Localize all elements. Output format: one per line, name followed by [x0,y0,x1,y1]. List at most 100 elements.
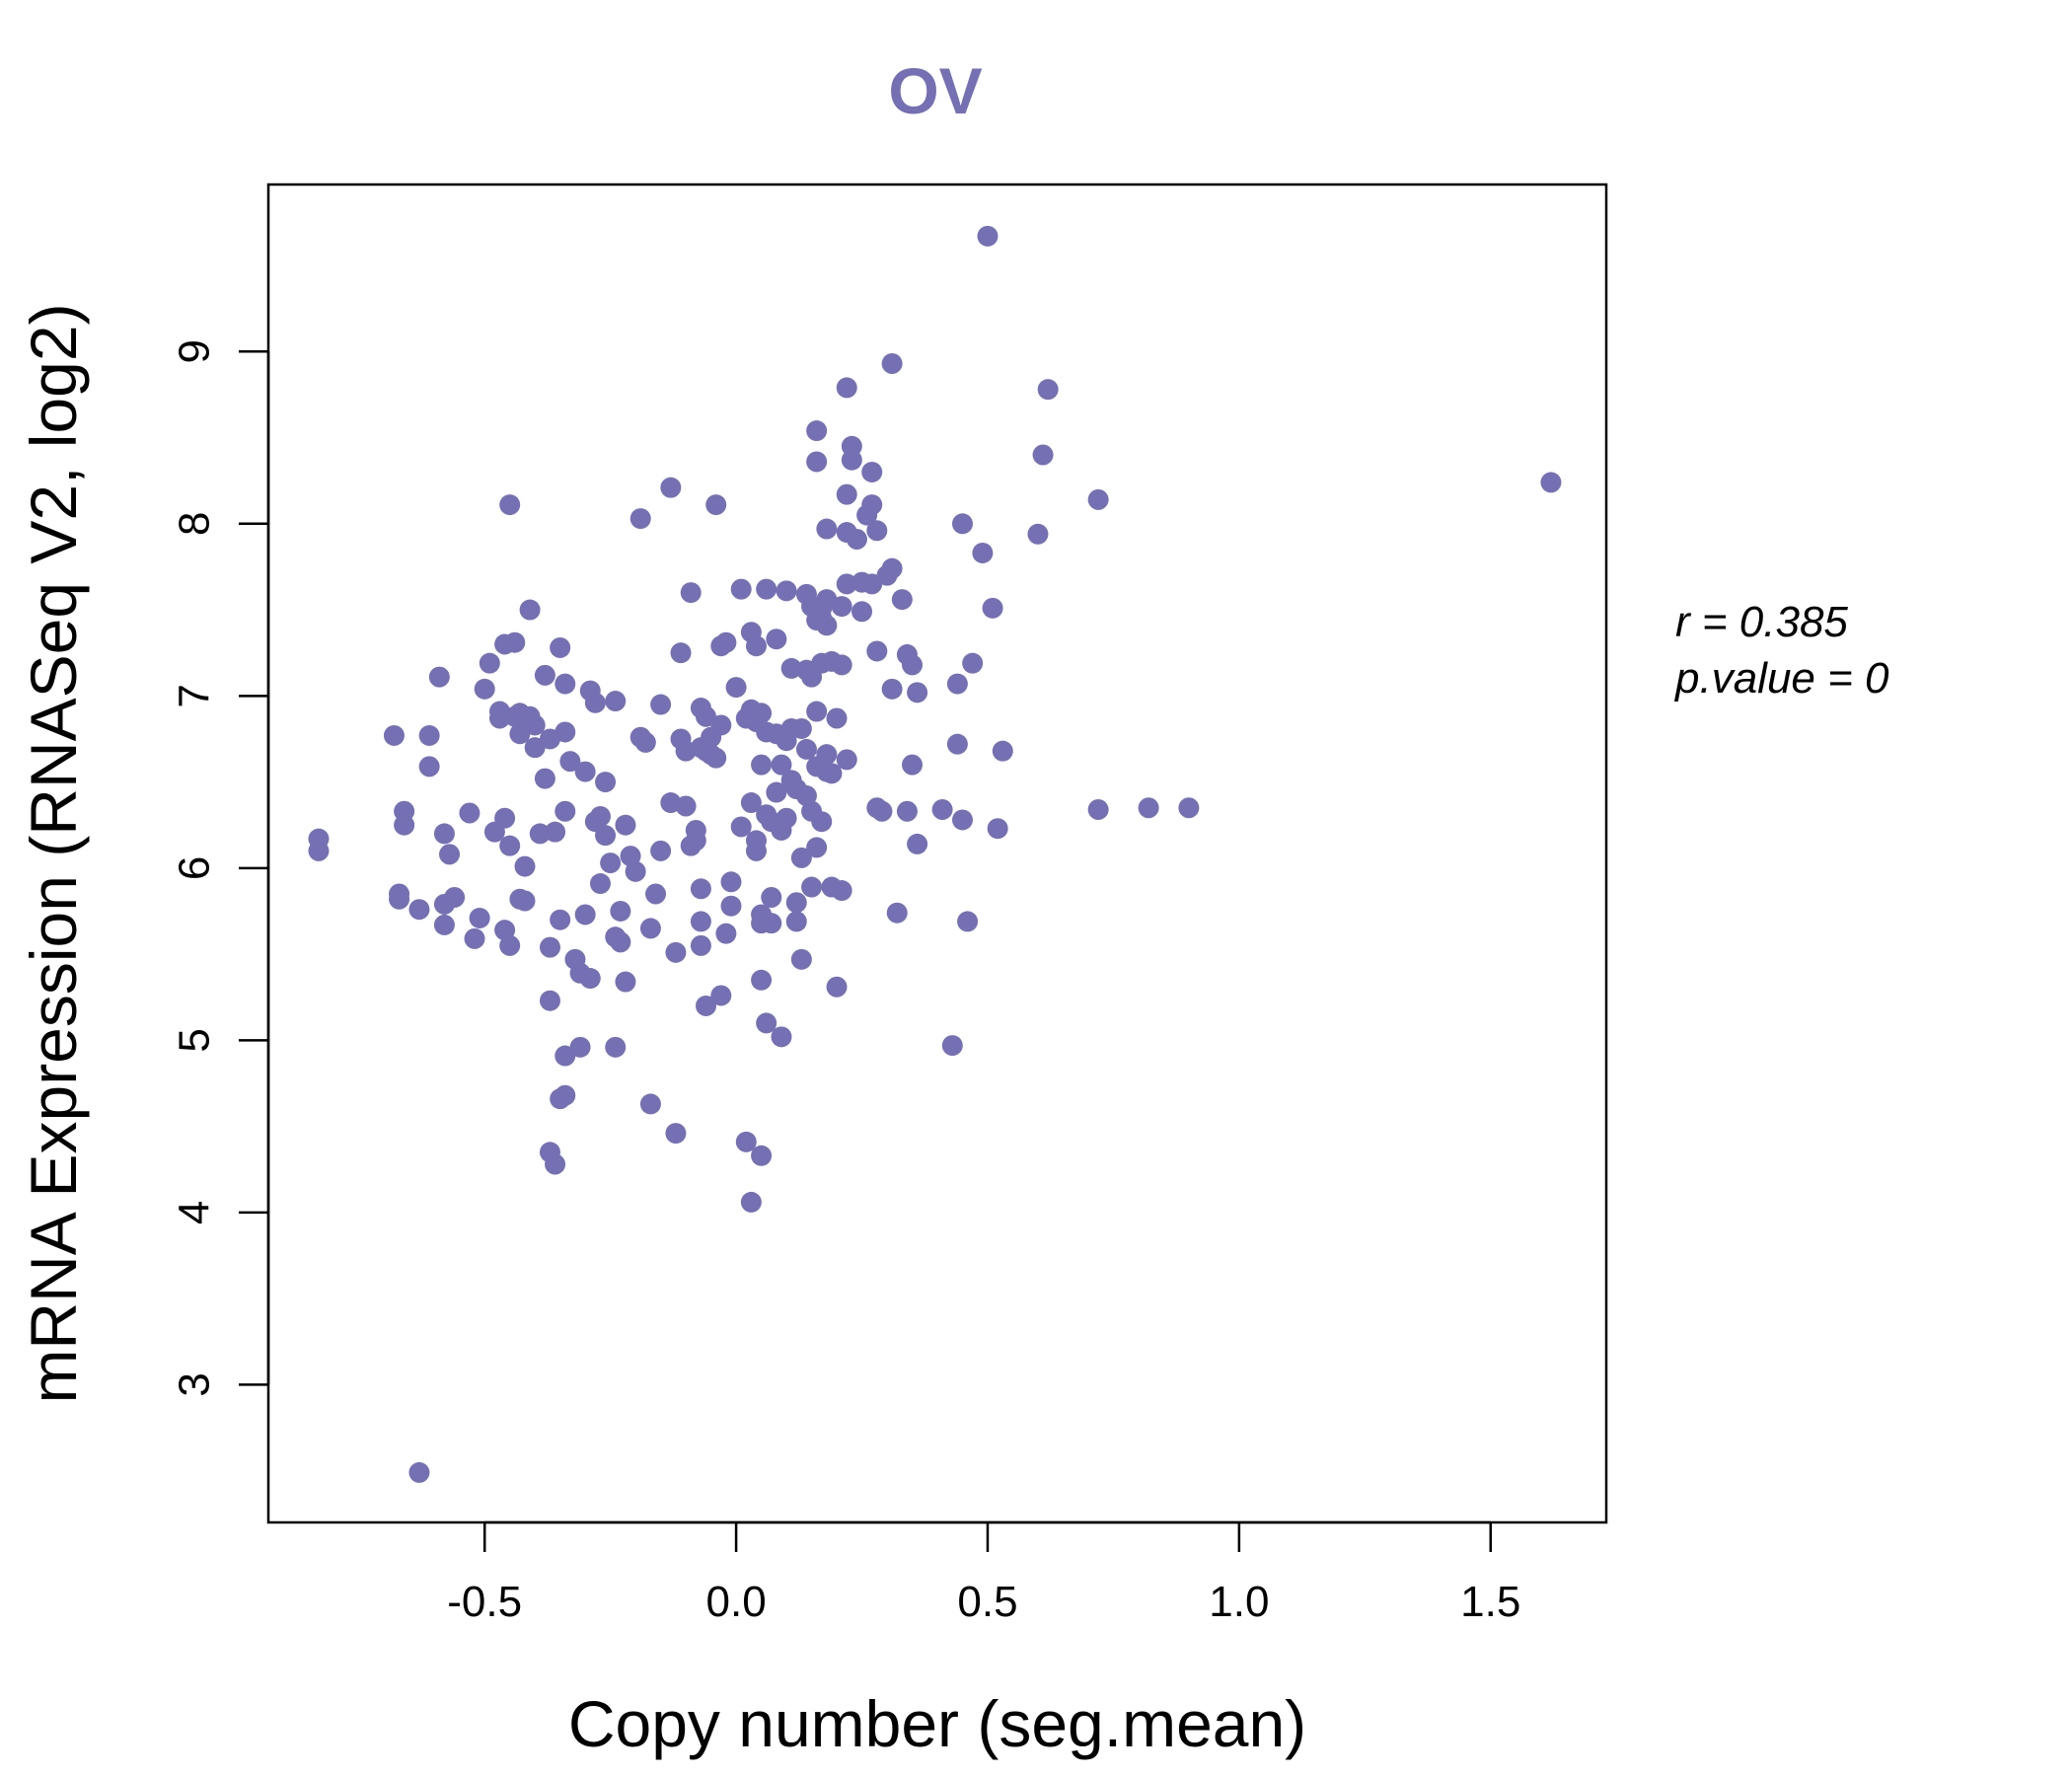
data-point [977,225,999,247]
data-point [841,449,862,471]
data-point [705,494,727,516]
y-tick-label: 7 [171,684,219,707]
data-point [851,601,873,623]
data-point [725,677,747,699]
data-point [881,557,903,579]
data-point [866,520,888,542]
data-point [902,654,924,676]
data-point [550,909,571,930]
data-point [881,678,903,700]
data-point [383,724,405,746]
data-point [474,678,495,700]
data-point [1138,797,1159,819]
y-tick-label: 4 [171,1201,219,1224]
data-point [730,816,752,838]
data-point [534,664,555,686]
data-point [589,805,611,827]
data-point [529,823,551,845]
data-point [761,887,782,909]
data-point [756,578,777,600]
x-axis-label: Copy number (seg.mean) [568,1687,1306,1760]
data-point [308,840,330,861]
data-point [665,941,687,963]
data-point [539,990,560,1011]
x-tick-label: -0.5 [447,1578,522,1626]
data-point [1087,798,1109,820]
data-point [831,654,852,676]
data-point [861,461,883,482]
data-point [801,876,823,898]
data-point [866,640,888,662]
data-point [785,911,807,932]
data-point [962,652,984,674]
data-point [836,573,857,595]
data-point [670,642,692,664]
data-point [1037,379,1059,401]
data-point [629,508,651,530]
data-point [861,573,883,595]
data-point [972,542,994,563]
data-point [589,873,611,895]
data-point [780,657,802,679]
data-point [806,451,828,473]
data-point [951,513,973,535]
data-point [685,819,706,841]
data-point [987,818,1008,840]
data-point [650,840,672,861]
y-axis: 3 4 5 6 7 8 9 [171,339,270,1397]
data-point [600,852,622,874]
data-point [555,800,576,822]
data-point [931,798,953,820]
data-point [790,847,812,868]
data-point [394,814,415,836]
data-point [524,714,546,736]
data-point [816,744,838,766]
data-point [595,772,617,793]
data-points [308,225,1562,1483]
data-point [745,635,767,657]
data-point [751,1145,773,1166]
data-point [499,494,521,516]
data-point [766,629,787,650]
data-point [439,844,461,865]
x-tick-label: 1.0 [1209,1578,1269,1626]
chart-title: OV [888,54,982,127]
data-point [881,352,903,374]
data-point [660,477,682,498]
plot-frame [266,183,1608,1524]
x-tick-label: 1.5 [1460,1578,1520,1626]
data-point [846,529,867,551]
data-point [756,1012,777,1034]
data-point [831,880,852,902]
y-tick-label: 5 [171,1028,219,1052]
data-point [418,756,440,777]
data-point [433,823,455,845]
data-point [891,589,913,611]
data-point [751,703,773,724]
data-point [625,860,646,882]
data-point [524,737,546,759]
y-tick-label: 6 [171,856,219,880]
data-point [795,738,817,760]
x-tick-label: 0.0 [706,1578,767,1626]
data-point [816,518,838,540]
data-point [696,705,717,727]
data-point [595,825,617,847]
data-point [488,707,510,729]
data-point [771,754,792,776]
data-point [615,814,636,836]
data-point [555,673,576,695]
data-point [826,976,848,998]
data-point [479,652,500,674]
correlation-r: r = 0.385 [1675,598,1848,646]
data-point [534,768,555,789]
data-point [740,792,762,814]
data-point [776,807,797,829]
data-point [690,934,711,956]
data-point [766,781,787,803]
data-point [806,837,828,858]
data-point [408,1461,430,1483]
data-point [519,599,541,621]
data-point [610,931,631,953]
data-point [761,913,782,934]
